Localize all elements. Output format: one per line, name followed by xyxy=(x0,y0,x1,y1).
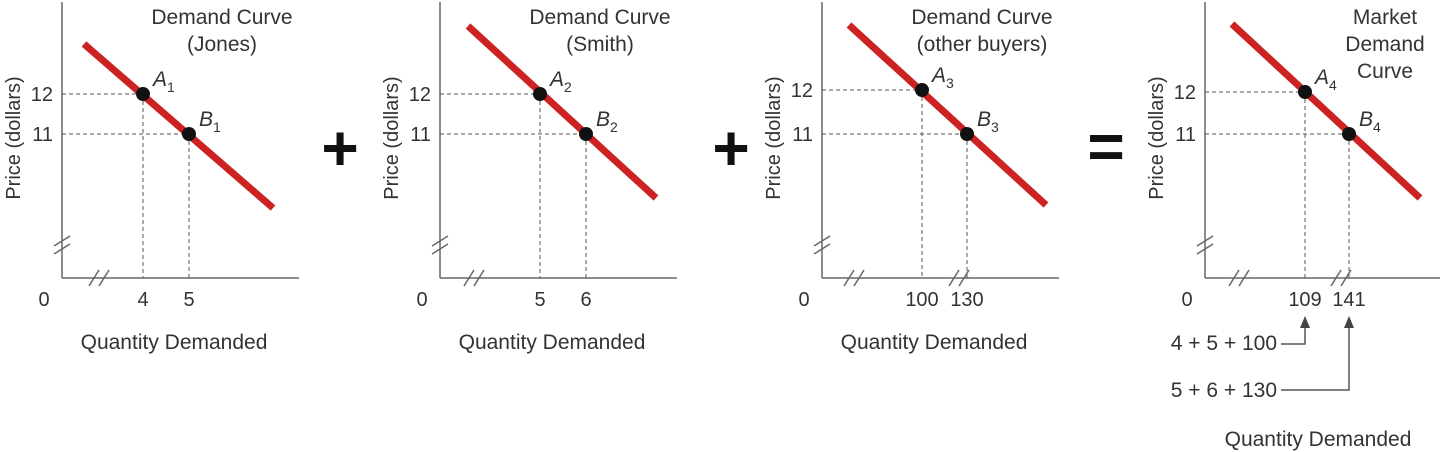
point-b2 xyxy=(579,127,593,141)
x-axis-break-2 xyxy=(948,269,970,287)
sum-arrowhead-b xyxy=(1344,316,1354,328)
y-axis-break xyxy=(53,235,71,255)
y-tick-label: 12 xyxy=(31,84,53,106)
chart-panel-2: A2 B2 12 11 5 6 0 Price (dollars) Demand Curve (S… xyxy=(381,2,677,354)
y-tick-label: 12 xyxy=(409,84,431,106)
point-b4 xyxy=(1342,127,1356,141)
point-label-a1: A1 xyxy=(151,68,175,95)
x-axis-break xyxy=(843,269,865,287)
x-tick-label: 141 xyxy=(1332,289,1365,311)
demand-curve-line xyxy=(846,22,1049,208)
demand-curve-line xyxy=(465,23,659,201)
sum-arrowhead-a xyxy=(1300,316,1310,328)
x-axis-label: Quantity Demanded xyxy=(81,331,268,354)
point-label-b4: B4 xyxy=(1359,108,1381,135)
point-a1 xyxy=(136,87,150,101)
sum-connector-b xyxy=(1281,326,1350,391)
y-tick-label: 12 xyxy=(791,80,813,102)
y-axis-break xyxy=(1196,235,1214,255)
point-label-a2: A2 xyxy=(548,68,572,95)
demand-curve-line xyxy=(81,41,276,211)
x-tick-label: 4 xyxy=(137,289,148,311)
chart-title-line: Demand Curve xyxy=(529,6,670,29)
point-label-b1: B1 xyxy=(199,108,221,135)
origin-label: 0 xyxy=(416,289,427,311)
chart-panel-1: A1 B1 12 11 4 5 0 Price (dollars) Demand Curve (J… xyxy=(3,2,299,354)
y-tick-label: 11 xyxy=(410,124,431,146)
y-axis-label: Price (dollars) xyxy=(381,76,403,199)
y-axis-break xyxy=(431,235,449,255)
y-axis-break xyxy=(813,235,831,255)
x-tick-label: 5 xyxy=(183,289,194,311)
equals-sign: = xyxy=(1087,110,1124,182)
point-label-b3: B3 xyxy=(977,108,999,135)
x-tick-label: 109 xyxy=(1288,289,1321,311)
chart-title-line: (other buyers) xyxy=(917,33,1048,56)
origin-label: 0 xyxy=(798,289,809,311)
chart-title-line: Demand Curve xyxy=(911,6,1052,29)
x-axis-break xyxy=(1228,269,1250,287)
x-axis-label: Quantity Demanded xyxy=(459,331,646,354)
chart-panel-4: A4 B4 12 11 109 141 0 Price (dollars) Market Dema… xyxy=(1146,2,1440,451)
y-tick-label: 12 xyxy=(1174,82,1196,104)
x-tick-label: 5 xyxy=(534,289,545,311)
point-label-b2: B2 xyxy=(596,108,618,135)
origin-label: 0 xyxy=(1181,289,1192,311)
x-tick-label: 100 xyxy=(905,289,938,311)
sum-connector-a xyxy=(1281,326,1306,345)
point-a4 xyxy=(1298,85,1312,99)
chart-title-line: Market xyxy=(1353,6,1417,29)
chart-title-line: Demand Curve xyxy=(151,6,292,29)
y-axis-label: Price (dollars) xyxy=(1146,76,1168,199)
point-label-a3: A3 xyxy=(930,64,954,91)
point-label-a4: A4 xyxy=(1313,66,1337,93)
x-axis-break xyxy=(88,269,110,287)
y-tick-label: 11 xyxy=(32,124,53,146)
point-a3 xyxy=(915,83,929,97)
y-tick-label: 11 xyxy=(1175,124,1196,146)
y-axis-label: Price (dollars) xyxy=(3,76,25,199)
demand-curve-line xyxy=(1229,21,1423,201)
chart-title-line: Curve xyxy=(1357,60,1413,83)
y-axis-label: Price (dollars) xyxy=(763,76,785,199)
chart-title-line: Demand xyxy=(1345,33,1424,56)
y-tick-label: 11 xyxy=(792,124,813,146)
sum-annotation-b: 5 + 6 + 130 xyxy=(1171,379,1277,402)
x-axis-break xyxy=(463,269,485,287)
x-axis-label: Quantity Demanded xyxy=(1225,428,1412,451)
x-axis-break-2 xyxy=(1330,269,1352,287)
x-tick-label: 130 xyxy=(950,289,983,311)
x-axis-label: Quantity Demanded xyxy=(841,331,1028,354)
chart-panel-3: A3 B3 12 11 100 130 0 Price (dollars) Demand Cur… xyxy=(763,2,1059,354)
chart-title-line: (Smith) xyxy=(566,33,634,56)
point-b3 xyxy=(960,127,974,141)
x-tick-label: 6 xyxy=(580,289,591,311)
point-a2 xyxy=(533,87,547,101)
plus-sign: + xyxy=(712,112,749,184)
origin-label: 0 xyxy=(38,289,49,311)
sum-annotation-a: 4 + 5 + 100 xyxy=(1171,332,1277,355)
plus-sign: + xyxy=(321,112,358,184)
point-b1 xyxy=(182,127,196,141)
chart-title-line: (Jones) xyxy=(187,33,257,56)
